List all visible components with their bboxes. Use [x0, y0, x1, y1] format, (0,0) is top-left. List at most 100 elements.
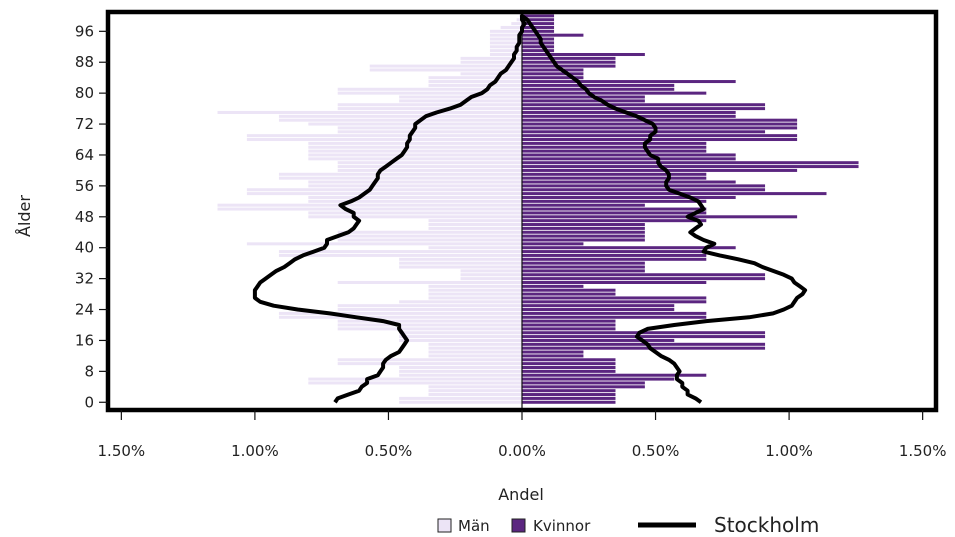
y-tick-label: 80: [75, 84, 94, 102]
bar-men: [308, 215, 522, 219]
bar-women: [522, 253, 707, 257]
bar-women: [522, 37, 555, 41]
bar-women: [522, 195, 736, 199]
men-bars: [217, 14, 522, 404]
bar-women: [522, 188, 766, 192]
bar-men: [308, 377, 522, 381]
bar-men: [337, 230, 522, 234]
x-axis: 1.50% 1.00% 0.50% 0.00% 0.50% 1.00% 1.50%: [98, 410, 947, 460]
bar-men: [246, 242, 522, 246]
bar-men: [399, 373, 522, 377]
bar-men: [278, 250, 522, 254]
bar-women: [522, 246, 736, 250]
bar-women: [522, 52, 645, 57]
bar-women: [522, 373, 707, 377]
bar-men: [399, 396, 522, 400]
bar-women: [522, 45, 555, 49]
y-tick-label: 8: [84, 362, 94, 380]
bar-men: [337, 161, 522, 165]
bar-men: [278, 253, 522, 257]
bar-women: [522, 354, 584, 358]
bar-women: [522, 165, 859, 169]
bar-women: [522, 230, 645, 234]
bar-men: [337, 323, 522, 327]
bar-women: [522, 377, 675, 381]
bar-women: [522, 365, 616, 370]
bar-women: [522, 180, 736, 184]
bar-men: [489, 52, 522, 57]
x-tick-label: 0.50%: [632, 442, 680, 460]
y-tick-label: 88: [75, 53, 94, 71]
bar-women: [522, 134, 798, 138]
bar-men: [308, 381, 522, 385]
bar-men: [308, 141, 522, 145]
bar-women: [522, 64, 616, 68]
bar-men: [337, 107, 522, 111]
legend-swatch-kvinnor: [511, 518, 526, 533]
y-tick-label: 0: [84, 393, 94, 411]
bar-women: [522, 396, 616, 400]
bar-women: [522, 242, 584, 246]
bar-men: [369, 68, 522, 72]
x-tick-label: 1.50%: [899, 442, 947, 460]
bar-women: [522, 114, 736, 118]
bar-men: [428, 284, 522, 288]
bar-men: [308, 195, 522, 199]
bar-women: [522, 68, 584, 72]
bar-women: [522, 226, 645, 230]
bar-men: [308, 199, 522, 203]
bar-women: [522, 22, 555, 26]
bar-men: [428, 288, 522, 292]
bar-men: [337, 168, 522, 172]
bar-men: [428, 246, 522, 250]
bar-men: [460, 273, 522, 277]
bar-women: [522, 95, 645, 99]
bar-women: [522, 33, 584, 37]
bar-women: [522, 250, 707, 254]
bar-women: [522, 122, 798, 126]
bar-men: [399, 400, 522, 404]
bar-men: [337, 304, 522, 308]
bar-men: [337, 238, 522, 242]
bar-women: [522, 300, 707, 304]
legend-label-kvinnor: Kvinnor: [533, 517, 591, 535]
bar-men: [337, 327, 522, 331]
bar-women: [522, 369, 616, 373]
bar-women: [522, 284, 584, 288]
bar-women: [522, 14, 555, 18]
bar-men: [337, 234, 522, 238]
bar-men: [337, 319, 522, 323]
bar-women: [522, 269, 645, 273]
bar-women: [522, 223, 645, 227]
bar-women: [522, 29, 555, 33]
bar-women: [522, 141, 707, 145]
bar-women: [522, 277, 766, 281]
bar-men: [489, 49, 522, 53]
x-tick-label: 1.00%: [765, 442, 813, 460]
bar-men: [399, 300, 522, 304]
bar-men: [278, 311, 522, 315]
bar-women: [522, 157, 736, 161]
bar-men: [399, 95, 522, 99]
bar-women: [522, 265, 645, 269]
bar-men: [428, 292, 522, 296]
x-tick-label: 0.50%: [365, 442, 413, 460]
bar-men: [460, 56, 522, 60]
bar-women: [522, 153, 736, 157]
bar-men: [428, 223, 522, 227]
bar-men: [337, 358, 522, 362]
bar-women: [522, 126, 798, 130]
bar-men: [337, 280, 522, 284]
bar-women: [522, 184, 766, 188]
bar-men: [489, 45, 522, 49]
bar-women: [522, 288, 616, 292]
bar-women: [522, 138, 798, 142]
bar-men: [337, 308, 522, 312]
bar-men: [399, 365, 522, 370]
bar-women: [522, 381, 645, 385]
bar-women: [522, 335, 766, 339]
bar-women: [522, 327, 616, 331]
bar-men: [337, 87, 522, 91]
bar-men: [308, 180, 522, 184]
bar-men: [399, 261, 522, 265]
